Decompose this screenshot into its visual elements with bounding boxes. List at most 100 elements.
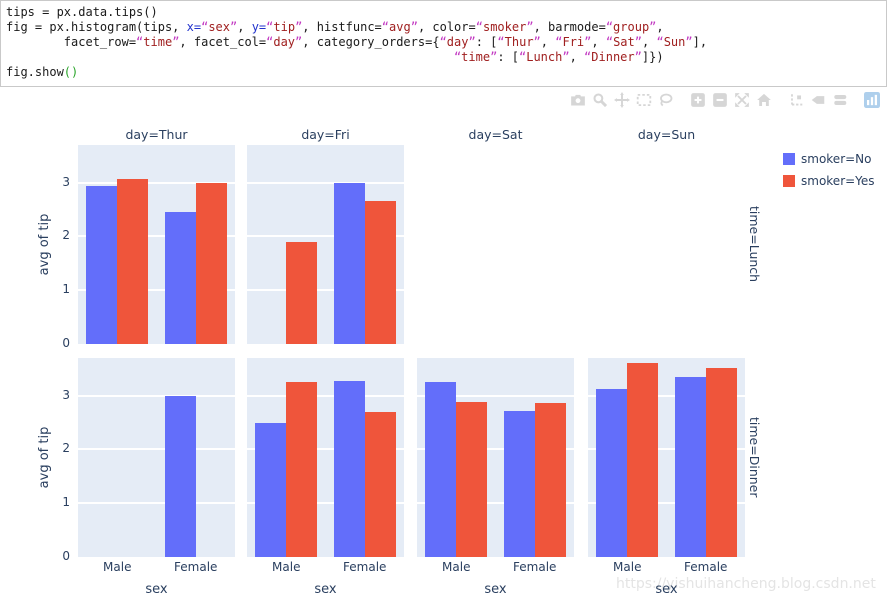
code-block: tips = px.data.tips() fig = px.histogram(… bbox=[0, 0, 887, 87]
y-tick-label: 2 bbox=[62, 228, 70, 243]
gridline bbox=[247, 235, 404, 238]
code-line: “time”: [“Lunch”, “Dinner”]}) bbox=[453, 50, 664, 64]
bar-smoker-yes-male[interactable] bbox=[117, 178, 149, 344]
code-line: fig.show() bbox=[6, 65, 79, 79]
lasso-select-icon[interactable] bbox=[658, 92, 674, 108]
x-tick-label-female: Female bbox=[684, 560, 728, 574]
facet-panel-sun-dinner bbox=[588, 358, 745, 557]
autoscale-icon[interactable] bbox=[734, 92, 750, 108]
facet-col-title-fri: day=Fri bbox=[301, 127, 350, 142]
x-tick-label-female: Female bbox=[513, 560, 557, 574]
x-tick-label-male: Male bbox=[103, 560, 132, 574]
y-tick-label: 3 bbox=[62, 174, 70, 189]
gridline bbox=[78, 502, 235, 505]
gridline bbox=[417, 502, 574, 505]
legend-swatch-yes bbox=[783, 175, 795, 187]
bar-smoker-no-male[interactable] bbox=[255, 422, 287, 557]
y-tick-label: 3 bbox=[62, 387, 70, 402]
spikelines-icon[interactable] bbox=[788, 92, 804, 108]
bar-smoker-no-male[interactable] bbox=[425, 381, 457, 557]
legend: smoker=No smoker=Yes bbox=[783, 148, 875, 192]
bar-smoker-yes-male[interactable] bbox=[286, 241, 318, 344]
bar-smoker-no-female[interactable] bbox=[503, 410, 535, 557]
facet-row-title-dinner: time=Dinner bbox=[747, 417, 762, 498]
bar-smoker-no-female[interactable] bbox=[164, 395, 196, 557]
facet-panel-fri-dinner bbox=[247, 358, 404, 557]
bar-smoker-no-female[interactable] bbox=[333, 182, 365, 344]
zoom-in-icon[interactable] bbox=[690, 92, 706, 108]
legend-item-smoker-no[interactable]: smoker=No bbox=[783, 148, 875, 170]
gridline bbox=[588, 448, 745, 451]
y-axis-title: avg of tip bbox=[36, 213, 52, 275]
x-tick-label-female: Female bbox=[343, 560, 387, 574]
box-select-icon[interactable] bbox=[636, 92, 652, 108]
code-line: facet_row=“time”, facet_col=“day”, categ… bbox=[6, 35, 708, 49]
modebar-group-hover bbox=[788, 92, 848, 108]
legend-item-smoker-yes[interactable]: smoker=Yes bbox=[783, 170, 875, 192]
y-tick-label: 1 bbox=[62, 495, 70, 510]
facet-panel-thur-lunch bbox=[78, 145, 235, 344]
pan-icon[interactable] bbox=[614, 92, 630, 108]
x-tick-label-male: Male bbox=[272, 560, 301, 574]
plotly-modebar bbox=[570, 92, 880, 108]
facet-col-title-sat: day=Sat bbox=[468, 127, 523, 142]
x-axis-title: sex bbox=[314, 582, 337, 597]
facet-row-title-lunch: time=Lunch bbox=[747, 206, 762, 283]
facet-col-title-thur: day=Thur bbox=[125, 127, 188, 142]
plotly-logo[interactable] bbox=[864, 92, 880, 108]
watermark-text: https://yishuihancheng.blog.csdn.net bbox=[616, 576, 876, 592]
y-tick-label: 2 bbox=[62, 441, 70, 456]
hover-compare-icon[interactable] bbox=[832, 92, 848, 108]
bar-smoker-yes-female[interactable] bbox=[534, 402, 566, 557]
y-tick-label: 0 bbox=[62, 549, 70, 563]
gridline bbox=[78, 394, 235, 397]
x-axis-title: sex bbox=[484, 582, 507, 597]
bar-smoker-no-male[interactable] bbox=[86, 185, 118, 344]
gridline bbox=[247, 502, 404, 505]
gridline bbox=[78, 448, 235, 451]
bar-smoker-yes-female[interactable] bbox=[364, 200, 396, 344]
bar-smoker-no-female[interactable] bbox=[333, 381, 365, 557]
facet-panel-fri-lunch bbox=[247, 145, 404, 344]
bar-smoker-yes-female[interactable] bbox=[705, 367, 737, 557]
legend-label: smoker=Yes bbox=[801, 174, 875, 188]
modebar-group-logo bbox=[864, 92, 880, 108]
camera-icon[interactable] bbox=[570, 92, 586, 108]
gridline bbox=[78, 181, 235, 184]
x-tick-label-female: Female bbox=[174, 560, 218, 574]
x-axis-title: sex bbox=[145, 582, 168, 597]
home-icon[interactable] bbox=[756, 92, 772, 108]
y-tick-label: 0 bbox=[62, 336, 70, 350]
y-tick-label: 1 bbox=[62, 282, 70, 297]
gridline bbox=[247, 394, 404, 397]
gridline bbox=[247, 448, 404, 451]
bar-smoker-no-female[interactable] bbox=[164, 212, 196, 344]
bar-smoker-yes-male[interactable] bbox=[286, 382, 318, 557]
gridline bbox=[588, 502, 745, 505]
x-axis-title: sex bbox=[655, 582, 678, 597]
legend-label: smoker=No bbox=[801, 152, 872, 166]
gridline bbox=[417, 448, 574, 451]
code-line: tips = px.data.tips() bbox=[6, 5, 158, 19]
gridline bbox=[78, 289, 235, 292]
legend-swatch-no bbox=[783, 153, 795, 165]
bar-smoker-yes-male[interactable] bbox=[456, 402, 488, 557]
gridline bbox=[247, 289, 404, 292]
bar-smoker-yes-female[interactable] bbox=[364, 411, 396, 557]
bar-smoker-no-male[interactable] bbox=[596, 388, 628, 557]
gridline bbox=[78, 235, 235, 238]
zoom-out-icon[interactable] bbox=[712, 92, 728, 108]
bar-smoker-no-female[interactable] bbox=[674, 376, 706, 557]
x-tick-label-male: Male bbox=[442, 560, 471, 574]
x-tick-label-male: Male bbox=[613, 560, 642, 574]
hover-closest-icon[interactable] bbox=[810, 92, 826, 108]
gridline bbox=[247, 181, 404, 184]
code-line: fig = px.histogram(tips, x=“sex”, y=“tip… bbox=[6, 20, 664, 34]
bar-smoker-yes-female[interactable] bbox=[195, 183, 227, 344]
facet-panel-thur-dinner bbox=[78, 358, 235, 557]
modebar-group-zoom bbox=[690, 92, 772, 108]
gridline bbox=[588, 394, 745, 397]
zoom-icon[interactable] bbox=[592, 92, 608, 108]
bar-smoker-yes-male[interactable] bbox=[627, 363, 659, 557]
